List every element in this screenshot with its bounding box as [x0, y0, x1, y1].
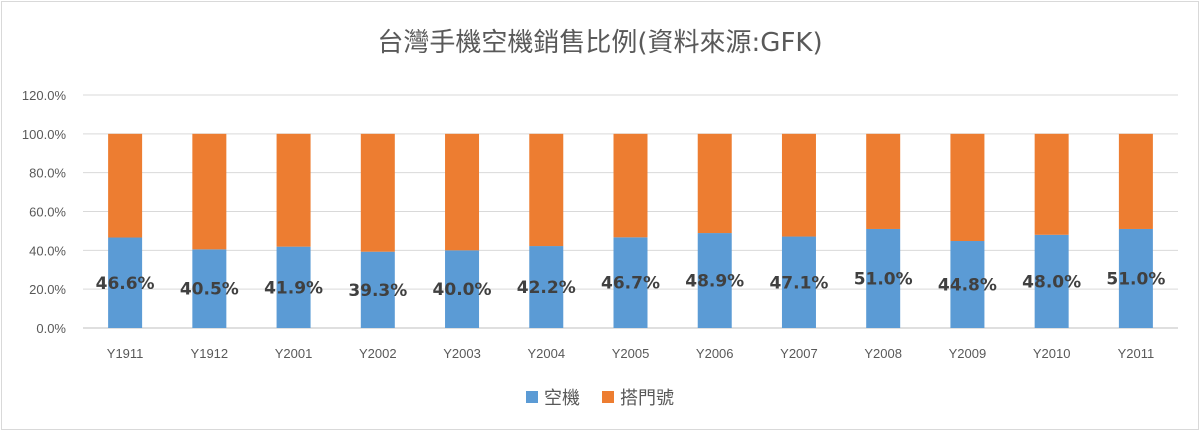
bar-standalone	[950, 241, 985, 328]
x-tick-label: Y2001	[275, 346, 313, 361]
y-tick-label: 60.0%	[29, 205, 66, 220]
bar-contract	[445, 133, 480, 251]
y-tick-label: 20.0%	[29, 282, 66, 297]
x-tick-label: Y1911	[107, 346, 144, 361]
data-label: 48.0%	[1022, 272, 1081, 292]
bar-standalone	[529, 246, 564, 328]
bar-contract	[529, 133, 564, 247]
bar-standalone	[613, 237, 648, 328]
legend-swatch-standalone	[526, 391, 538, 403]
bar-contract	[866, 133, 901, 229]
bar-contract	[360, 133, 395, 252]
data-label: 51.0%	[854, 269, 913, 289]
data-label: 46.7%	[601, 274, 660, 294]
bar-standalone	[192, 249, 227, 328]
data-label: 51.0%	[1106, 269, 1165, 289]
x-tick-label: Y2003	[443, 346, 481, 361]
x-tick-label: Y1912	[191, 346, 229, 361]
x-tick-label: Y2005	[612, 346, 650, 361]
y-tick-label: 0.0%	[36, 321, 66, 336]
x-tick-label: Y2002	[359, 346, 397, 361]
data-label: 44.8%	[938, 276, 997, 296]
bar-standalone	[1118, 228, 1153, 328]
x-tick-label: Y2007	[780, 346, 818, 361]
chart-title: 台灣手機空機銷售比例(資料來源:GFK)	[377, 28, 823, 58]
legend-swatch-contract	[602, 391, 614, 403]
bar-contract	[1118, 133, 1153, 229]
data-label: 42.2%	[517, 278, 576, 298]
bar-contract	[108, 133, 143, 238]
y-tick-label: 100.0%	[22, 127, 67, 142]
bar-standalone	[866, 228, 901, 328]
bar-standalone	[445, 250, 480, 328]
x-tick-label: Y2011	[1118, 346, 1155, 361]
bar-contract	[276, 133, 311, 247]
bar-contract	[1034, 133, 1069, 235]
legend-item-contract: 搭門號	[602, 384, 674, 410]
bar-standalone	[108, 237, 143, 328]
legend-item-standalone: 空機	[526, 384, 580, 410]
y-tick-label: 80.0%	[29, 166, 66, 181]
chart-legend: 空機 搭門號	[0, 384, 1200, 410]
data-label: 39.3%	[348, 281, 407, 301]
bar-contract	[950, 133, 985, 242]
data-label: 48.9%	[685, 272, 744, 292]
bar-standalone	[697, 233, 732, 328]
bar-standalone	[781, 236, 816, 328]
bar-contract	[781, 133, 816, 237]
bar-contract	[613, 133, 648, 238]
data-label: 47.1%	[769, 273, 828, 293]
bar-standalone	[276, 246, 311, 328]
x-tick-label: Y2008	[864, 346, 902, 361]
x-tick-label: Y2009	[949, 346, 987, 361]
x-tick-label: Y2006	[696, 346, 734, 361]
legend-label-standalone: 空機	[544, 388, 580, 409]
data-label: 46.6%	[96, 274, 155, 294]
data-label: 40.0%	[433, 280, 492, 300]
bar-standalone	[1034, 234, 1069, 328]
y-tick-label: 40.0%	[29, 243, 66, 258]
x-tick-label: Y2004	[527, 346, 565, 361]
legend-label-contract: 搭門號	[620, 388, 674, 409]
data-label: 40.5%	[180, 280, 239, 300]
bar-standalone	[360, 251, 395, 328]
x-tick-label: Y2010	[1033, 346, 1071, 361]
bar-contract	[697, 133, 732, 234]
data-label: 41.9%	[264, 278, 323, 298]
y-tick-label: 120.0%	[22, 88, 67, 103]
bar-contract	[192, 133, 227, 250]
